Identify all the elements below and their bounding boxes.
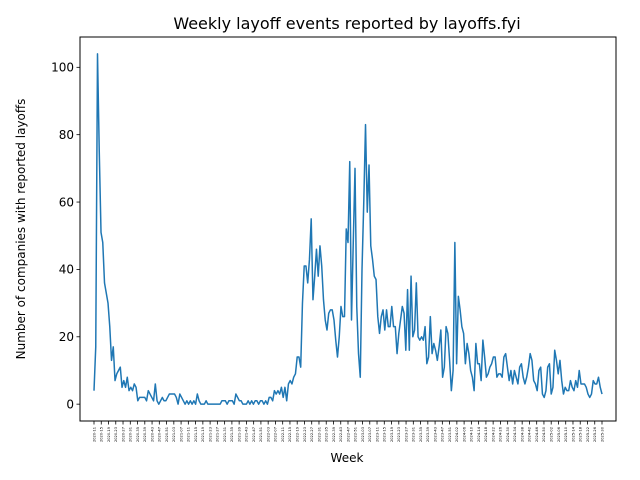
x-tick-label: 2024-06 <box>462 426 466 442</box>
x-tick-label: 2022-51 <box>354 427 358 442</box>
x-tick-label: 2021-07 <box>179 427 183 442</box>
x-tick-label: 2025-14 <box>571 426 575 442</box>
x-tick-label: 2023-19 <box>390 426 394 442</box>
y-tick-label: 80 <box>59 128 74 142</box>
x-tick-label: 2024-42 <box>528 427 532 442</box>
x-tick-label: 2025-18 <box>579 426 583 442</box>
x-tick-label: 2022-23 <box>303 427 307 442</box>
x-tick-label: 2025-30 <box>600 426 604 442</box>
x-tick-label: 2024-30 <box>506 426 510 442</box>
x-tick-label: 2022-39 <box>332 426 336 442</box>
series-line <box>93 53 603 405</box>
x-axis-label: Week <box>331 451 364 465</box>
x-tick-label: 2020-35 <box>136 427 140 442</box>
x-tick-label: 2020-19 <box>107 426 111 442</box>
x-tick-label: 2022-43 <box>339 427 343 442</box>
plot-area <box>93 53 603 405</box>
x-tick-label: 2022-07 <box>274 427 278 442</box>
x-tick-label: 2021-47 <box>252 427 256 442</box>
x-tick-label: 2023-51 <box>448 427 452 442</box>
x-tick-label: 2025-26 <box>593 426 597 442</box>
chart-title: Weekly layoff events reported by layoffs… <box>173 14 520 33</box>
x-tick-label: 2023-11 <box>375 427 379 442</box>
x-tick-label: 2023-07 <box>368 427 372 442</box>
x-tick-label: 2022-11 <box>281 427 285 442</box>
x-tick-label: 2021-31 <box>223 427 227 442</box>
x-tick-label: 2021-27 <box>216 427 220 442</box>
x-tick-label: 2020-15 <box>100 427 104 442</box>
x-tick-label: 2021-11 <box>187 427 191 442</box>
x-tick-label: 2024-50 <box>542 426 546 442</box>
x-tick-label: 2023-15 <box>383 427 387 442</box>
x-tick-label: 2022-27 <box>310 427 314 442</box>
x-tick-label: 2021-23 <box>208 427 212 442</box>
x-tick-label: 2021-03 <box>172 427 176 442</box>
x-tick-label: 2023-27 <box>404 427 408 442</box>
x-tick-label: 2023-23 <box>397 427 401 442</box>
y-axis: 0 20 40 60 80 100 <box>51 61 80 411</box>
x-tick-label: 2022-35 <box>325 427 329 442</box>
y-tick-label: 60 <box>59 195 74 209</box>
x-tick-label: 2024-02 <box>455 427 459 442</box>
x-tick-label: 2023-35 <box>419 427 423 442</box>
x-tick-label: 2020-47 <box>158 427 162 442</box>
y-tick-label: 20 <box>59 330 74 344</box>
x-tick-label: 2020-51 <box>165 427 169 442</box>
x-tick-label: 2020-39 <box>143 426 147 442</box>
x-tick-label: 2024-22 <box>491 427 495 442</box>
x-tick-label: 2024-26 <box>499 426 503 442</box>
x-tick-label: 2023-43 <box>433 427 437 442</box>
x-tick-label: 2020-31 <box>129 427 133 442</box>
x-tick-label: 2024-10 <box>470 426 474 442</box>
x-tick-label: 2021-39 <box>237 426 241 442</box>
x-tick-label: 2023-39 <box>426 426 430 442</box>
x-tick-label: 2022-47 <box>346 427 350 442</box>
x-tick-label: 2020-23 <box>114 427 118 442</box>
x-tick-label: 2021-35 <box>230 427 234 442</box>
x-axis: 2020-11 2020-15 2020-19 2020-23 2020-27 2020-… <box>92 421 604 442</box>
x-tick-label: 2025-10 <box>564 426 568 442</box>
x-tick-label: 2020-27 <box>121 427 125 442</box>
x-tick-label: 2020-43 <box>150 427 154 442</box>
x-tick-label: 2021-43 <box>245 427 249 442</box>
x-tick-label: 2023-47 <box>441 427 445 442</box>
x-tick-label: 2021-51 <box>259 427 263 442</box>
x-tick-label: 2024-46 <box>535 426 539 442</box>
x-tick-label: 2023-31 <box>412 427 416 442</box>
x-tick-label: 2022-15 <box>288 427 292 442</box>
x-tick-label: 2022-19 <box>296 426 300 442</box>
x-tick-label: 2025-02 <box>550 427 554 442</box>
y-tick-label: 100 <box>51 61 74 75</box>
x-tick-label: 2024-14 <box>477 426 481 442</box>
x-tick-label: 2024-38 <box>520 426 524 442</box>
x-tick-label: 2025-22 <box>586 427 590 442</box>
y-tick-label: 40 <box>59 263 74 277</box>
x-tick-label: 2023-03 <box>361 427 365 442</box>
y-tick-label: 0 <box>66 397 74 411</box>
x-tick-label: 2022-03 <box>266 427 270 442</box>
x-tick-label: 2021-19 <box>201 426 205 442</box>
x-tick-label: 2024-34 <box>513 426 517 442</box>
y-axis-label: Number of companies with reported layoff… <box>14 99 28 360</box>
x-tick-label: 2020-11 <box>92 427 96 442</box>
x-tick-label: 2022-31 <box>317 427 321 442</box>
x-tick-label: 2025-06 <box>557 426 561 442</box>
x-tick-label: 2021-15 <box>194 427 198 442</box>
x-tick-label: 2024-18 <box>484 426 488 442</box>
